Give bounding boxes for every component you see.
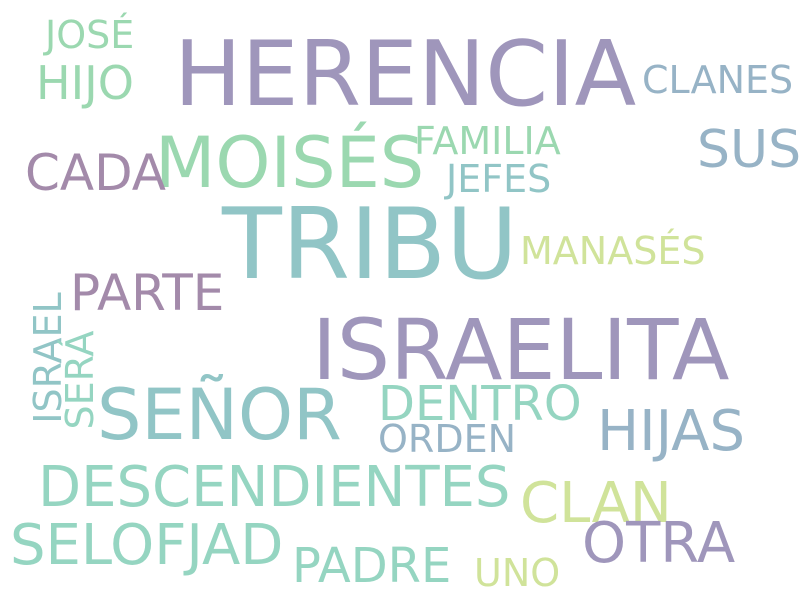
word-hijo: HIJO: [36, 56, 134, 110]
word-clanes: CLANES: [642, 58, 794, 102]
word-uno: UNO: [474, 551, 561, 595]
word-sus: SUS: [697, 120, 800, 180]
word-senor: SEÑOR: [97, 374, 342, 456]
word-clan: CLAN: [520, 471, 672, 536]
word-parte: PARTE: [70, 264, 225, 322]
word-herencia: HERENCIA: [174, 22, 637, 127]
word-moises: MOISÉS: [155, 122, 425, 204]
word-otra: OTRA: [582, 511, 736, 576]
word-familia: FAMILIA: [414, 119, 561, 163]
word-padre: PADRE: [292, 538, 452, 594]
word-sera: SERÁ: [58, 330, 102, 430]
word-selofjad: SELOFJAD: [10, 513, 284, 578]
word-jose: JOSÉ: [45, 13, 135, 57]
word-hijas: HIJAS: [597, 399, 746, 464]
word-jefes: JEFES: [446, 157, 552, 201]
word-manases: MANASÉS: [520, 229, 706, 273]
word-israelita: ISRAELITA: [312, 301, 730, 399]
word-cada: CADA: [25, 144, 166, 202]
word-descendientes: DESCENDIENTES: [38, 455, 511, 520]
word-orden: ORDEN: [378, 417, 517, 461]
word-dentro: DENTRO: [378, 376, 582, 432]
word-tribu: TRIBU: [222, 188, 518, 302]
